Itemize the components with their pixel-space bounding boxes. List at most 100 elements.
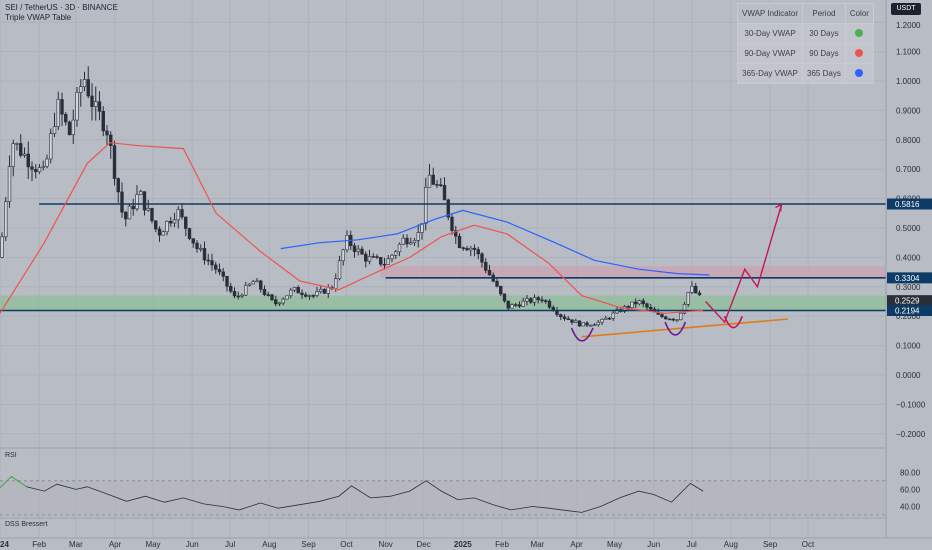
candle-body <box>97 101 102 112</box>
candle-body <box>202 248 207 261</box>
candle-body <box>506 300 510 309</box>
candle-body <box>386 258 390 265</box>
x-tick-label: Oct <box>340 540 353 549</box>
candle-body <box>465 248 469 251</box>
candle-body <box>446 199 450 218</box>
x-tick-label: Aug <box>724 540 738 549</box>
rsi-tick-label: 80.00 <box>900 468 921 477</box>
x-tick-label: Jun <box>186 540 199 549</box>
candle-body <box>671 318 675 321</box>
x-tick-label: Feb <box>495 540 509 549</box>
candle-body <box>45 158 49 167</box>
candle-body <box>304 294 308 297</box>
candle-body <box>30 166 34 170</box>
x-tick-label: Apr <box>109 540 122 549</box>
rsi-label: RSI <box>5 452 17 459</box>
x-tick-label: Dec <box>416 540 430 549</box>
candle-body <box>577 320 582 327</box>
candle-body <box>454 230 458 237</box>
candle-body <box>476 249 480 255</box>
candle-body <box>442 185 447 201</box>
candle-body <box>664 316 668 320</box>
price-badge <box>887 304 932 316</box>
candle-body <box>566 318 570 321</box>
candle-body <box>157 228 162 236</box>
candle-body <box>544 300 548 302</box>
candle-body <box>172 219 177 224</box>
vwap-header-indicator: VWAP Indicator <box>736 3 804 24</box>
candle-body <box>120 191 124 213</box>
indicator-title: Triple VWAP Table <box>5 13 72 22</box>
candle-body <box>457 235 462 248</box>
candle-body <box>75 92 79 121</box>
candle-body <box>90 95 94 107</box>
candle-body <box>409 242 413 245</box>
candle-body <box>360 248 364 255</box>
candle-body <box>439 184 443 187</box>
candle-body <box>322 289 327 294</box>
candle-body <box>26 153 30 168</box>
candle-body <box>510 304 514 309</box>
candle-body <box>690 285 694 293</box>
candle-body <box>367 256 372 262</box>
candle-body <box>634 301 638 305</box>
currency-badge[interactable]: USDT <box>891 3 921 15</box>
x-tick-label: Apr <box>570 540 583 549</box>
candle-body <box>645 303 649 308</box>
candle-body <box>334 278 338 289</box>
candle-body <box>311 295 315 297</box>
candle-body <box>540 299 544 302</box>
candle-body <box>532 297 537 303</box>
candle-body <box>397 243 402 253</box>
candle-body <box>289 289 293 297</box>
candle-body <box>142 191 147 211</box>
candle-body <box>574 320 578 323</box>
candle-body <box>375 256 379 258</box>
color-dot-green <box>855 28 864 37</box>
candle-body <box>307 295 312 297</box>
x-tick-label: Jul <box>225 540 235 549</box>
y-tick-label: 0.7000 <box>896 165 921 174</box>
candle-body <box>52 126 57 135</box>
candle-body <box>109 134 113 146</box>
candle-body <box>581 322 585 327</box>
y-tick-label: 1.1000 <box>896 48 921 57</box>
candle-body <box>67 121 72 136</box>
candle-body <box>4 201 8 238</box>
vwap-table: VWAP Indicator Period Color 30-Day VWAP … <box>736 3 874 84</box>
candle-body <box>390 254 394 260</box>
vwap-row-period: 30 Days <box>802 23 846 44</box>
resistance-zone <box>380 266 886 278</box>
candle-body <box>176 209 180 221</box>
vwap-row-365: 365-Day VWAP 365 Days <box>736 63 874 84</box>
x-tick-label: Oct <box>802 540 815 549</box>
y-tick-label: −0.1000 <box>896 400 926 409</box>
candle-body <box>101 111 105 132</box>
candle-body <box>11 143 15 167</box>
x-tick-label: Mar <box>69 540 83 549</box>
x-tick-label: May <box>607 540 622 549</box>
price-badge-label: 0.5816 <box>895 200 920 209</box>
candle-body <box>315 291 319 296</box>
candle-body <box>469 247 473 251</box>
x-tick-label: Aug <box>262 540 276 549</box>
candle-body <box>240 294 244 297</box>
candle-body <box>94 101 98 107</box>
candle-body <box>607 317 612 320</box>
candle-body <box>592 324 597 327</box>
candle-body <box>319 289 323 292</box>
candle-body <box>484 261 488 271</box>
vwap-header-color: Color <box>844 3 874 24</box>
candle-body <box>379 257 383 265</box>
y-tick-label: 0.0000 <box>896 371 921 380</box>
candle-body <box>626 306 630 308</box>
rsi-overbought-segment <box>0 475 27 489</box>
candle-body <box>405 237 409 245</box>
candle-body <box>570 319 574 323</box>
candle-body <box>517 304 522 307</box>
candle-body <box>34 169 38 173</box>
x-tick-label: Sep <box>301 540 316 549</box>
candle-body <box>191 238 195 244</box>
candle-body <box>622 306 627 312</box>
